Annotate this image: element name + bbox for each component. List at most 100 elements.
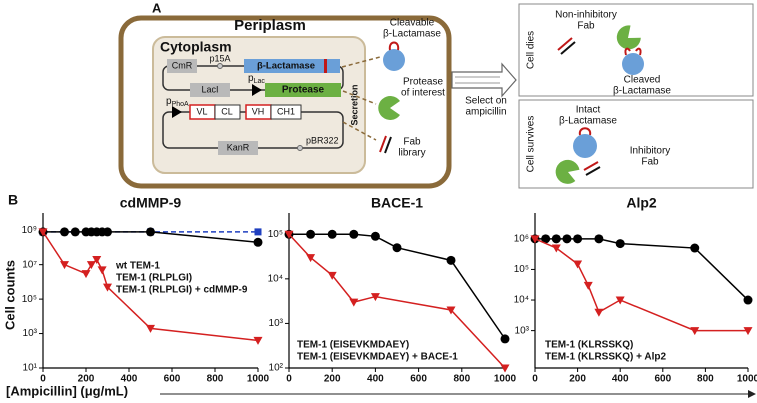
- y-tick-label: 10⁶: [514, 233, 529, 244]
- fab: [379, 135, 392, 154]
- point: [103, 227, 112, 237]
- outcome-text: β-Lactamase: [613, 86, 671, 97]
- x-tick-label: 400: [367, 374, 384, 385]
- y-axis-label: Cell counts: [2, 260, 17, 330]
- x-tick-label: 200: [78, 374, 95, 385]
- point: [86, 261, 96, 270]
- output-label: Cleavable: [390, 18, 435, 29]
- gene-label: CH1: [277, 106, 295, 116]
- outcome-text: Fab: [641, 157, 659, 168]
- point: [327, 229, 337, 239]
- outcome-text: β-Lactamase: [559, 116, 617, 127]
- x-tick-label: 600: [654, 374, 671, 385]
- secretion-label: Secretion: [349, 84, 359, 125]
- series-line: [535, 238, 749, 301]
- point: [97, 266, 107, 275]
- output-label: β-Lactamase: [383, 29, 441, 40]
- x-tick-label: 1000: [494, 374, 517, 385]
- legend-entry: wt TEM-1: [115, 261, 160, 272]
- legend-entry: TEM-1 (KLRSSKQ) + Alp2: [545, 352, 666, 363]
- secretion-arrows: [341, 56, 381, 141]
- point: [70, 227, 80, 237]
- promoter: p: [166, 96, 172, 107]
- promoter-sub: PhoA: [172, 101, 189, 108]
- point: [327, 271, 337, 280]
- point: [551, 234, 561, 244]
- loop: [388, 41, 400, 51]
- point: [38, 228, 48, 237]
- point: [92, 255, 102, 264]
- x-tick-label: 600: [164, 374, 181, 385]
- protease: [378, 96, 400, 120]
- point: [573, 260, 583, 269]
- outcome-label: Cell survives: [526, 116, 537, 173]
- gene-label: VH: [252, 106, 265, 116]
- point: [60, 227, 69, 237]
- gene-box: [218, 141, 258, 155]
- point: [81, 270, 91, 279]
- origin-dot: [217, 63, 223, 69]
- outcome-text: Fab: [577, 21, 595, 32]
- y-tick-label: 10³: [515, 325, 530, 336]
- point: [562, 234, 572, 244]
- fab-chain: [557, 37, 573, 51]
- protease: [616, 25, 641, 50]
- fab-chain: [384, 136, 392, 154]
- gene-label: KanR: [227, 142, 250, 152]
- panel-label: B: [8, 192, 18, 208]
- legend-entry: TEM-1 (EISEVKMDAEY) + BACE-1: [297, 352, 458, 363]
- gene-label: CmR: [172, 60, 193, 70]
- point: [583, 281, 593, 290]
- cleaved-loop: [635, 47, 642, 56]
- legend-entry: TEM-1 (RLPLGI) + cdMMP-9: [116, 285, 248, 296]
- series-line: [534, 238, 748, 332]
- selection-label: Select on: [465, 96, 507, 107]
- x-tick-label: 0: [40, 374, 46, 385]
- point: [253, 237, 263, 247]
- output-label: Fab: [403, 137, 421, 148]
- promoter-label: pLac: [248, 73, 265, 85]
- y-tick-label: 10³: [23, 328, 38, 339]
- cleavage-site: [324, 59, 327, 73]
- legend-entry: TEM-1 (RLPLGI): [116, 273, 192, 284]
- point: [594, 308, 604, 317]
- point: [551, 244, 561, 253]
- y-tick-label: 10⁷: [22, 259, 37, 270]
- y-tick-label: 10⁴: [268, 273, 283, 284]
- output-label: of interest: [401, 88, 445, 99]
- point: [500, 334, 510, 344]
- point: [306, 254, 316, 263]
- y-tick-label: 10⁴: [514, 295, 529, 306]
- outcome-text: Non-inhibitory: [555, 10, 617, 21]
- point: [573, 234, 583, 244]
- loop: [578, 127, 592, 136]
- point: [146, 227, 155, 237]
- point: [690, 327, 700, 336]
- outcome-text: Intact: [576, 105, 601, 116]
- x-tick-label: 0: [532, 374, 538, 385]
- gene-label: β-Lactamase: [257, 61, 315, 72]
- point: [530, 235, 540, 244]
- origin-dot: [297, 145, 303, 151]
- output-label: library: [398, 148, 425, 159]
- promoter-arrow: [172, 106, 182, 118]
- point: [306, 229, 316, 239]
- gene-label: VL: [196, 106, 207, 116]
- point: [743, 327, 753, 336]
- cleaved-loop: [624, 47, 631, 56]
- y-tick-label: 10¹: [23, 363, 38, 374]
- beta-lactamase: [622, 53, 644, 75]
- point: [349, 229, 359, 239]
- fab-chain: [379, 135, 387, 153]
- beta-lactamase: [573, 134, 597, 158]
- panel-label: A: [152, 0, 162, 15]
- outcome-label: Cell dies: [526, 31, 537, 69]
- y-tick-label: 10⁵: [22, 294, 37, 305]
- point: [615, 296, 625, 305]
- point: [284, 230, 294, 239]
- output-label: Protease: [403, 77, 443, 88]
- x-tick-label: 0: [286, 374, 292, 385]
- point: [541, 234, 551, 244]
- chart-title: BACE-1: [371, 195, 423, 211]
